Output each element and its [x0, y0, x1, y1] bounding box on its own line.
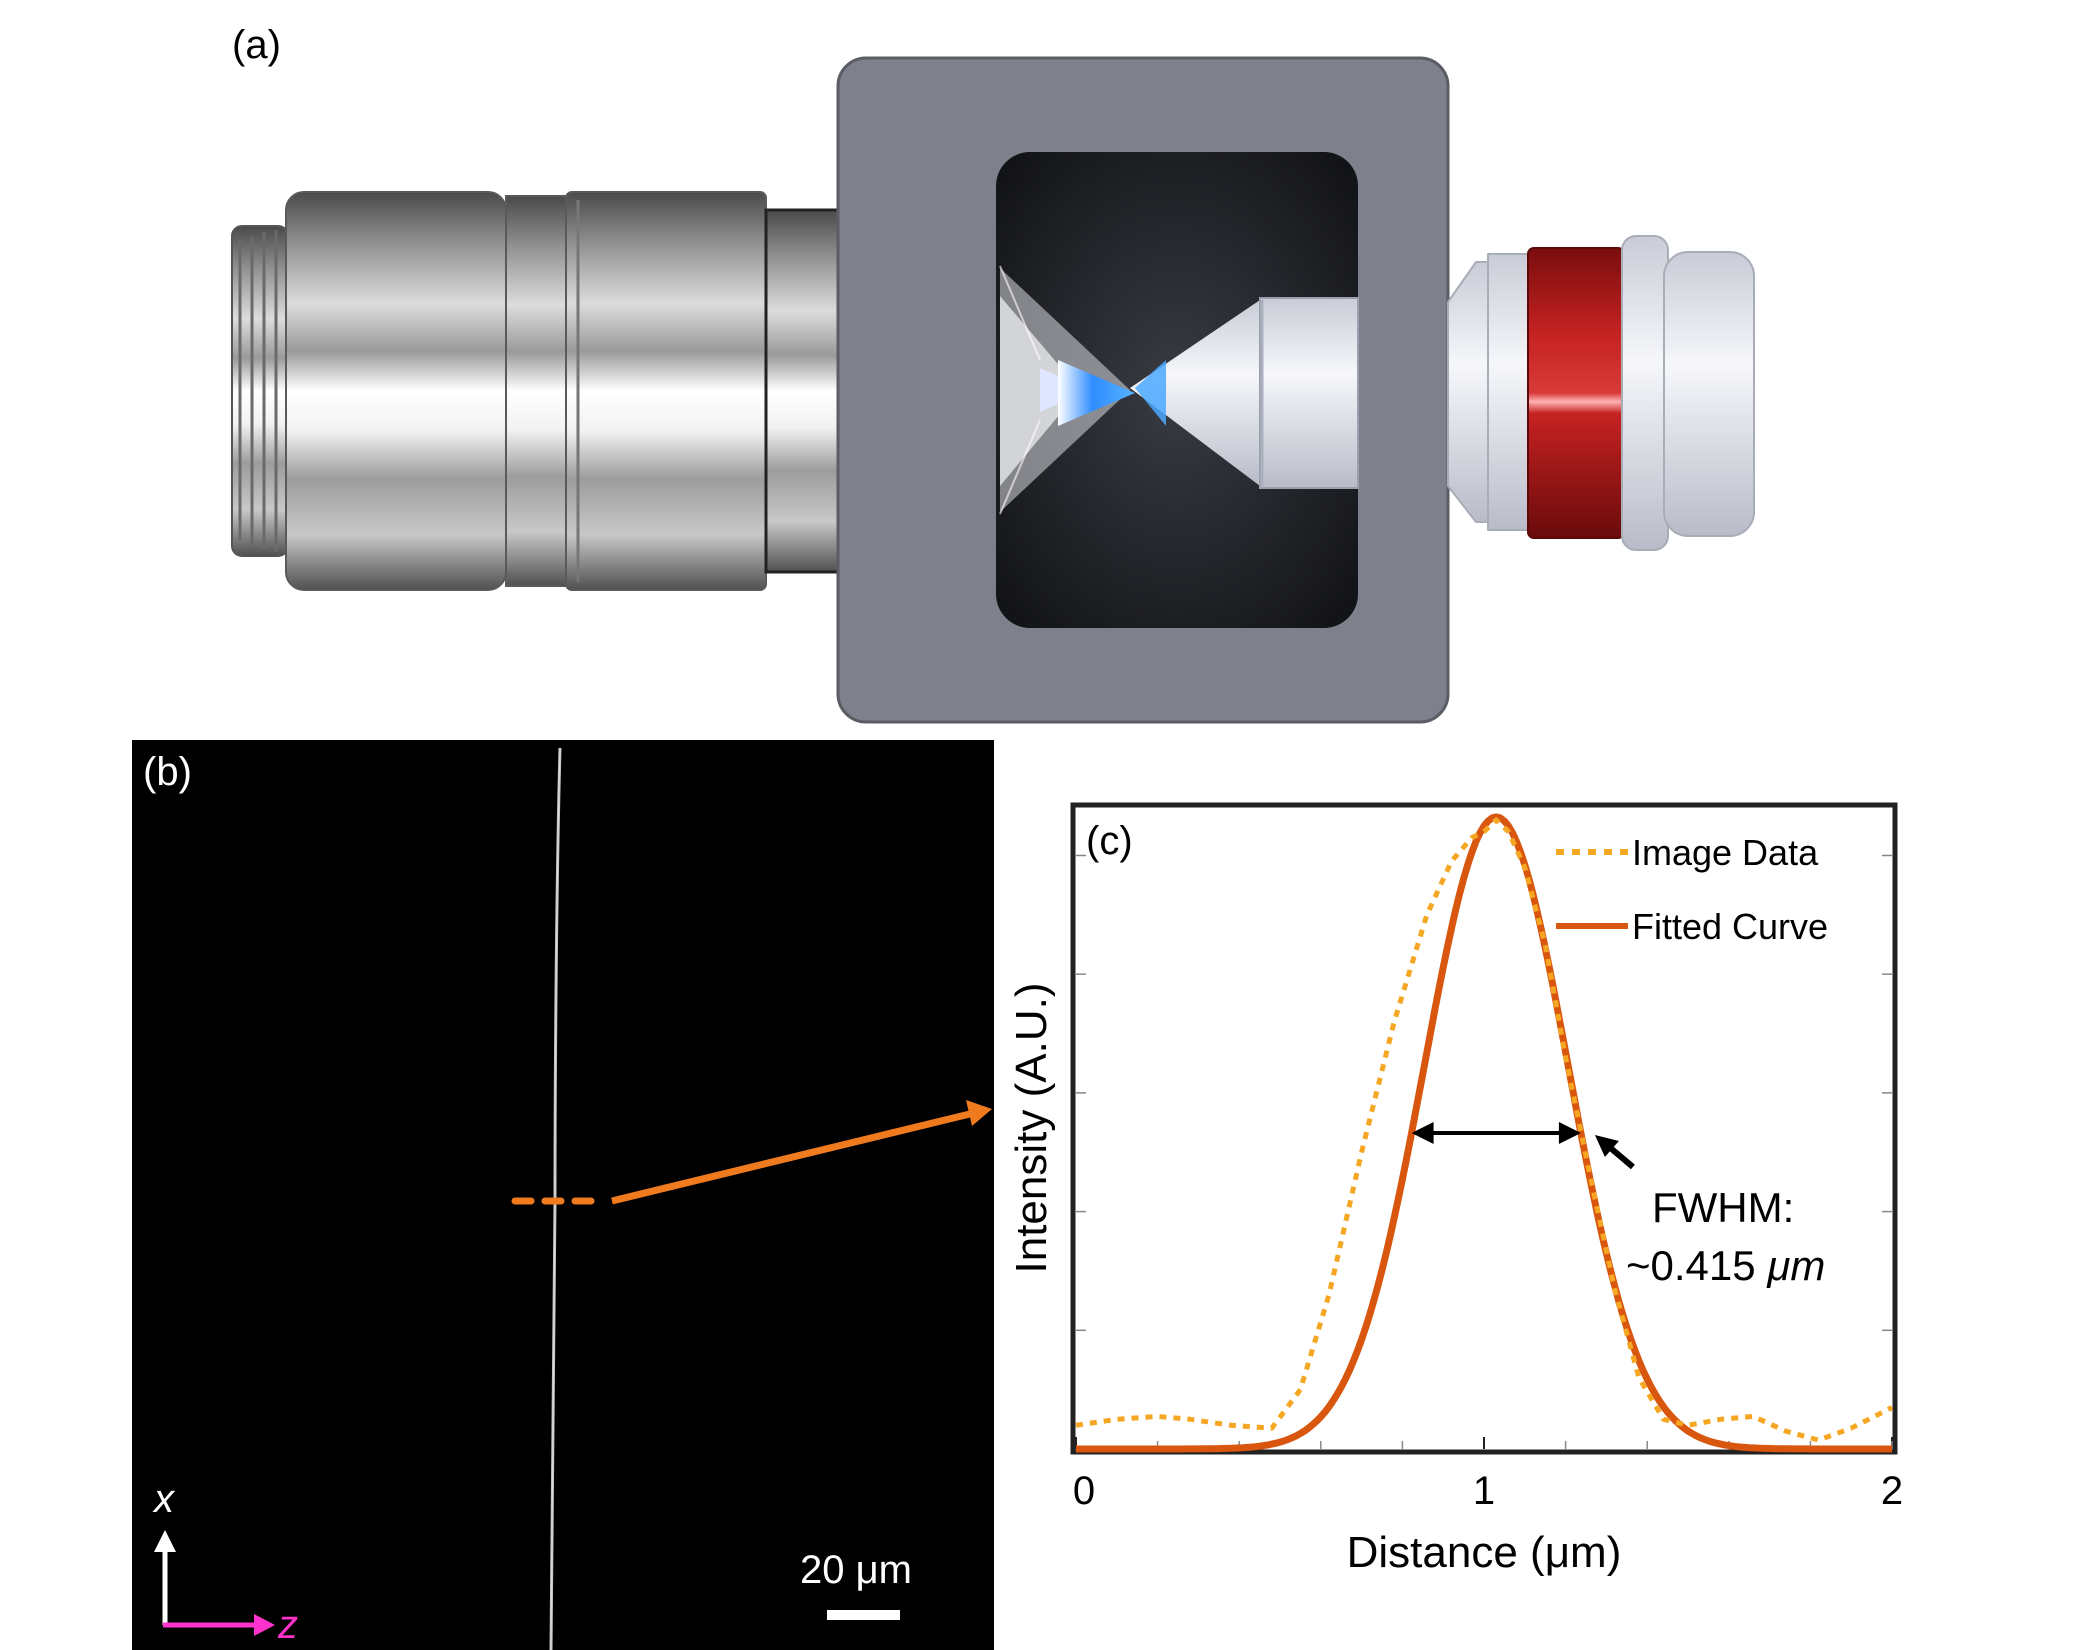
panel-c-chart: (c) 0 1 2 Image Data Fitted Curve FWHM: ~0…	[1007, 802, 1903, 1577]
fwhm-annotation-line1: FWHM:	[1652, 1184, 1794, 1231]
scale-bar	[827, 1610, 900, 1620]
panel-a: (a)	[231, 23, 1755, 724]
panel-b: (b) 20 μm x z	[132, 740, 994, 1650]
x-axis-ticks: 0 1 2	[1073, 1437, 1903, 1513]
legend: Image Data Fitted Curve	[1556, 832, 1828, 947]
fwhm-value: ~0.415	[1626, 1242, 1767, 1289]
panel-c-label: (c)	[1086, 819, 1133, 863]
fwhm-pointer-head	[1594, 1134, 1619, 1157]
axis-z-label: z	[277, 1603, 298, 1647]
fwhm-annotation-line2: ~0.415 μm	[1626, 1242, 1825, 1289]
y-axis-ticks	[1076, 854, 1892, 1332]
y-axis-title: Intensity (A.U.)	[1007, 983, 1056, 1274]
chart-frame	[1070, 802, 1898, 1455]
panel-b-label: (b)	[143, 750, 192, 794]
objective-lens-illustration	[231, 191, 842, 591]
axis-x-label: x	[152, 1477, 176, 1521]
fwhm-unit: μm	[1766, 1242, 1825, 1289]
fwhm-arrow-left-head	[1411, 1121, 1434, 1144]
x-tick-label: 2	[1881, 1469, 1903, 1513]
fwhm-arrow-right-head	[1558, 1121, 1581, 1144]
series-fitted-curve	[1076, 813, 1892, 1453]
panel-a-label: (a)	[232, 23, 281, 67]
x-tick-label: 0	[1073, 1469, 1095, 1513]
sample-chamber-illustration	[836, 56, 1450, 724]
fwhm-arrow	[1411, 1121, 1635, 1170]
coordinate-axes: x z	[152, 1477, 298, 1647]
line-profile-marker	[511, 1100, 992, 1205]
legend-label-fitted-curve: Fitted Curve	[1632, 906, 1828, 947]
legend-label-image-data: Image Data	[1632, 832, 1819, 873]
illumination-objective-illustration	[1447, 235, 1755, 551]
scale-bar-label: 20 μm	[800, 1548, 912, 1592]
x-axis-title: Distance (μm)	[1347, 1528, 1622, 1577]
x-tick-label: 1	[1473, 1469, 1495, 1513]
series-layer	[1075, 813, 1894, 1453]
light-sheet-image	[132, 740, 994, 1650]
